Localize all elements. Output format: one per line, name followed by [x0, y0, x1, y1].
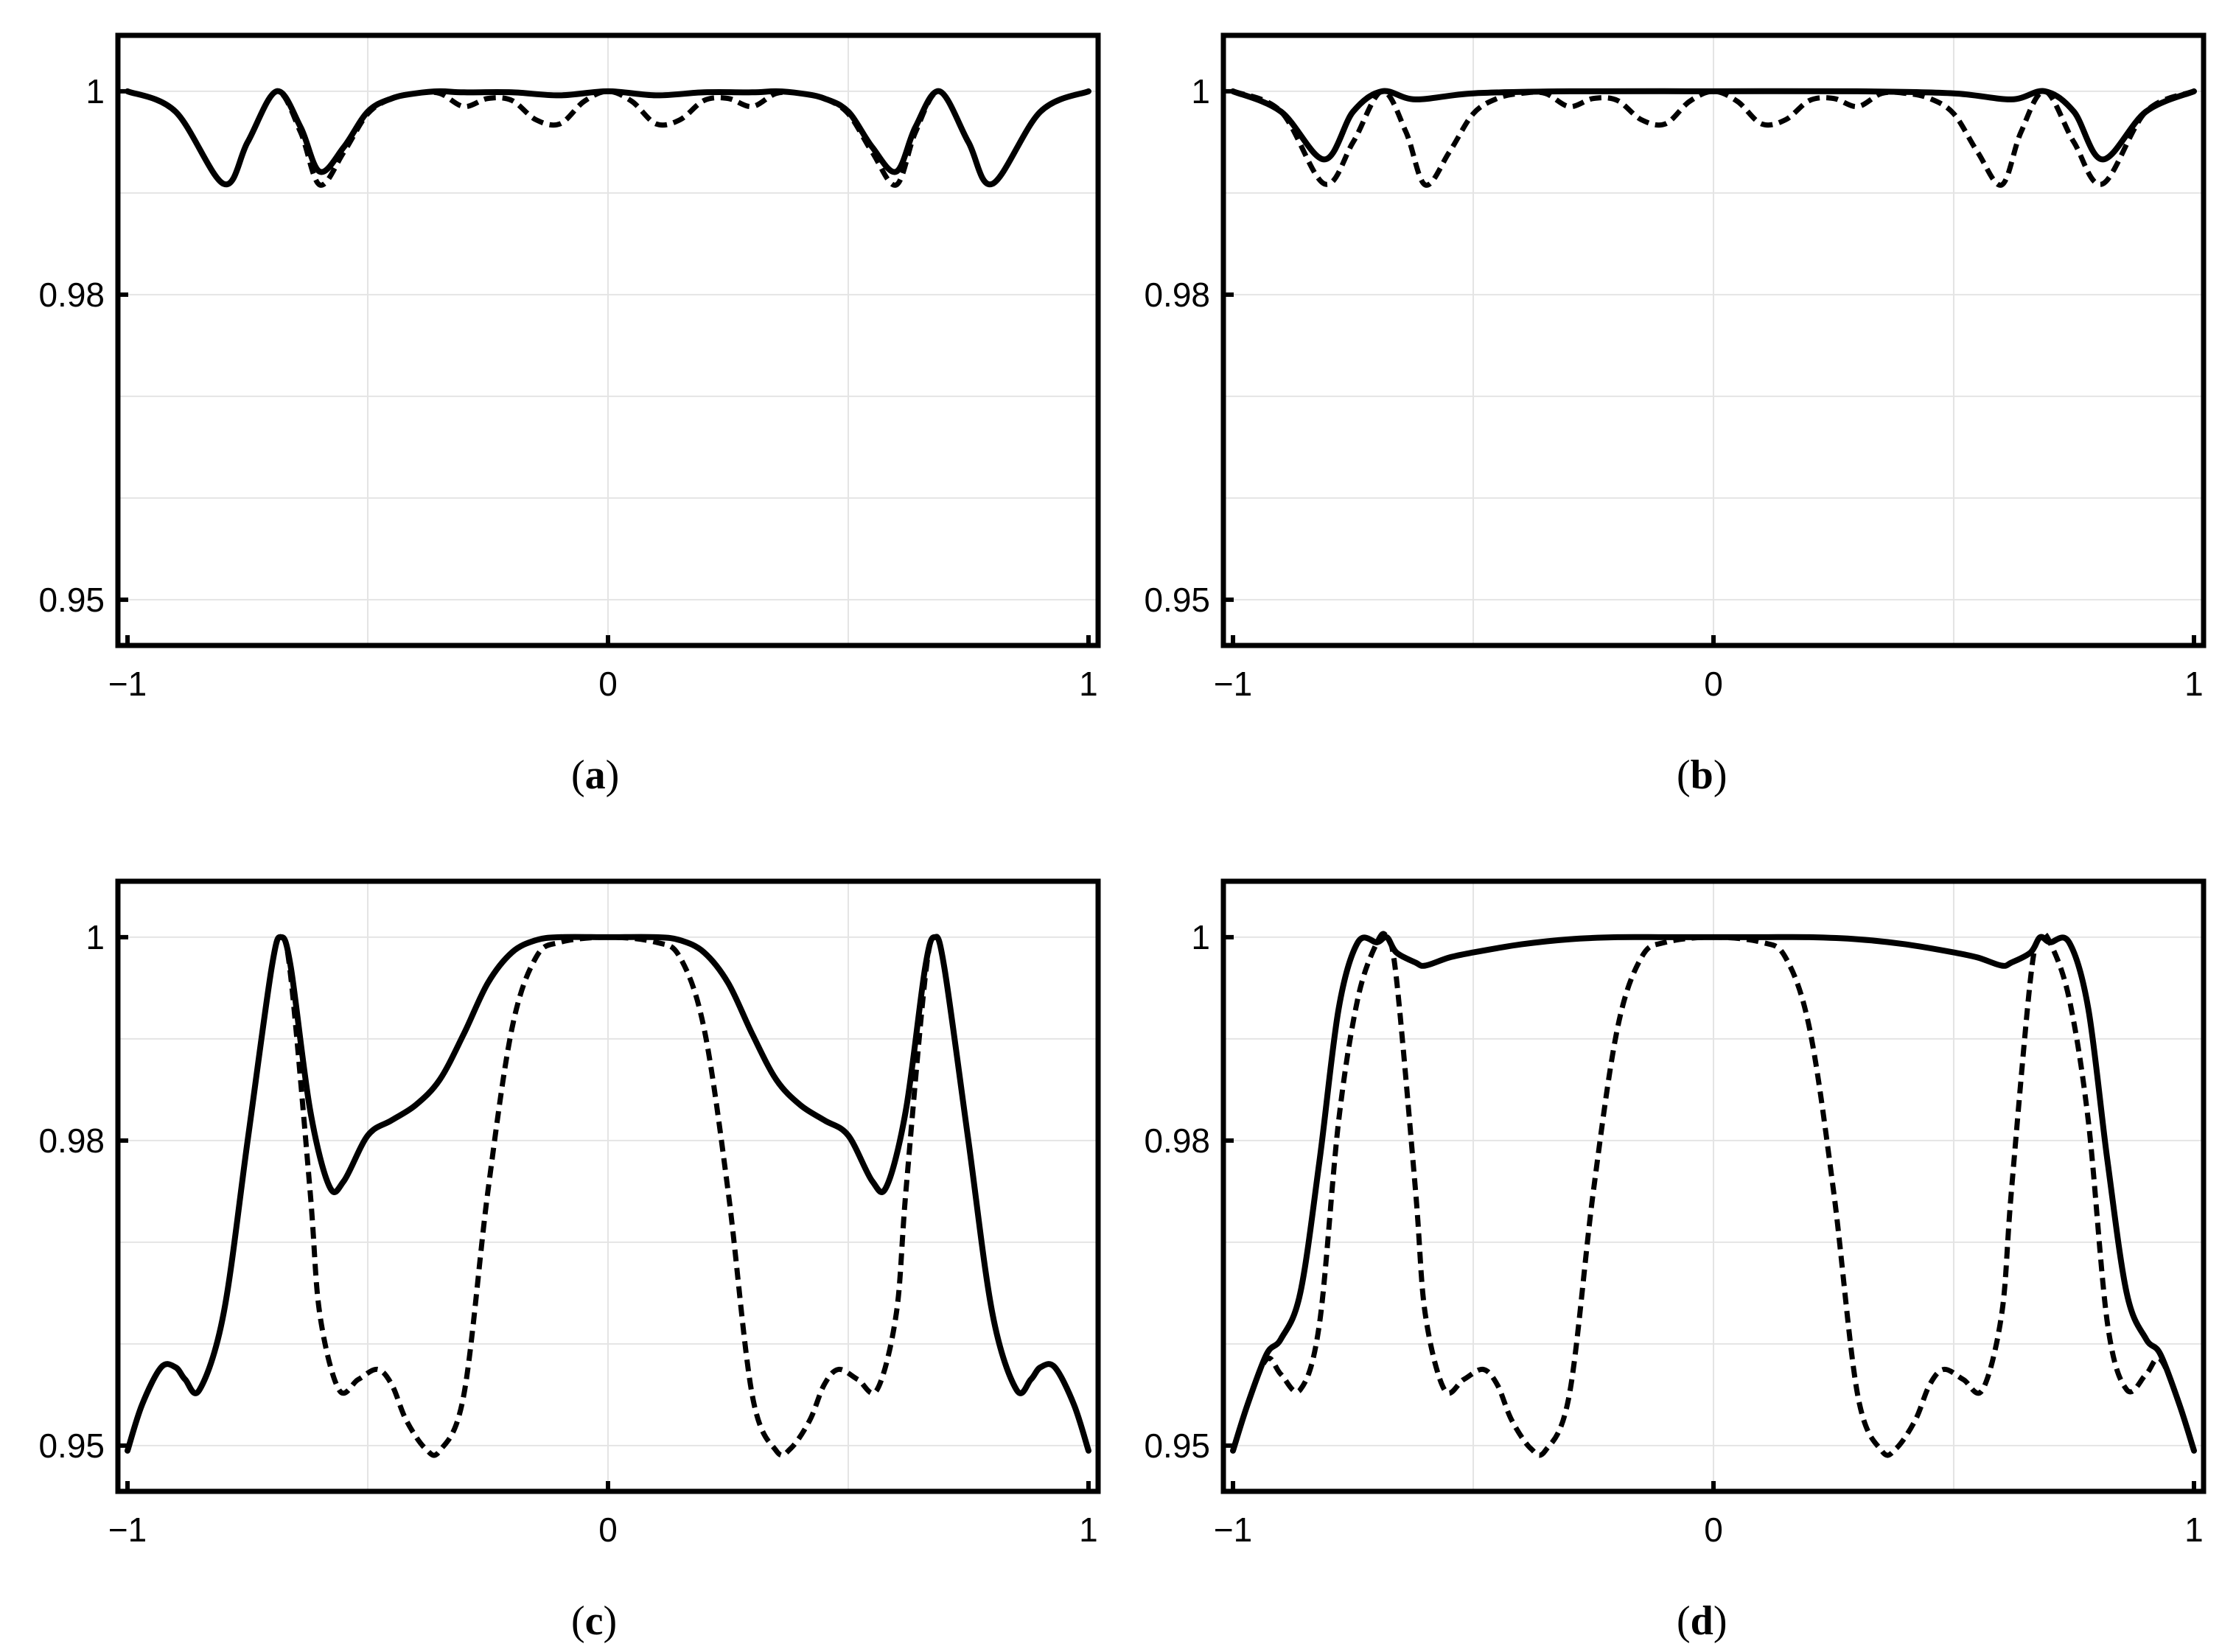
- x-tick-label: −1: [1214, 665, 1252, 703]
- y-tick-label: 1: [1191, 72, 1210, 111]
- x-tick-label: −1: [1214, 1511, 1252, 1549]
- x-tick-label: 0: [598, 1511, 618, 1549]
- panel-label: (a): [571, 752, 619, 798]
- chart-panel-d: −1 0 1 0.95 0.98 1 (d): [1144, 878, 2207, 1644]
- panel-label: (b): [1677, 752, 1727, 798]
- y-tick-label: 0.98: [38, 276, 105, 314]
- panel-label: (d): [1677, 1598, 1727, 1644]
- chart-panel-c: −1 0 1 0.95 0.98 1 (c): [38, 878, 1101, 1644]
- y-tick-label: 0.98: [38, 1121, 105, 1160]
- x-tick-label: −1: [108, 665, 147, 703]
- x-tick-label: 1: [1079, 1511, 1098, 1549]
- series-solid-line: [1230, 88, 2197, 163]
- y-tick-label: 0.95: [1144, 581, 1210, 619]
- x-tick-label: −1: [108, 1511, 147, 1549]
- chart-panel-b: −1 0 1 0.95 0.98 1 (b): [1144, 32, 2207, 798]
- x-tick-label: 0: [598, 665, 618, 703]
- x-tick-label: 0: [1704, 1511, 1723, 1549]
- x-tick-label: 1: [1079, 665, 1098, 703]
- series-dashed-line: [126, 88, 1090, 188]
- y-tick-label: 0.95: [1144, 1427, 1210, 1465]
- y-tick-label: 0.98: [1144, 276, 1210, 314]
- y-tick-label: 1: [1191, 918, 1210, 956]
- y-tick-label: 0.98: [1144, 1121, 1210, 1160]
- y-tick-label: 0.95: [38, 581, 105, 619]
- panel-label: (c): [571, 1598, 617, 1644]
- x-tick-label: 0: [1704, 665, 1723, 703]
- series-dashed-line: [1230, 931, 2197, 1458]
- series-dashed-line: [125, 934, 1091, 1458]
- y-tick-label: 1: [85, 72, 105, 111]
- y-tick-label: 1: [85, 918, 105, 956]
- x-tick-label: 1: [2184, 665, 2204, 703]
- x-tick-label: 1: [2184, 1511, 2204, 1549]
- y-tick-label: 0.95: [38, 1427, 105, 1465]
- chart-panel-a: −1 0 1 0.95 0.98 1 (a): [38, 32, 1101, 798]
